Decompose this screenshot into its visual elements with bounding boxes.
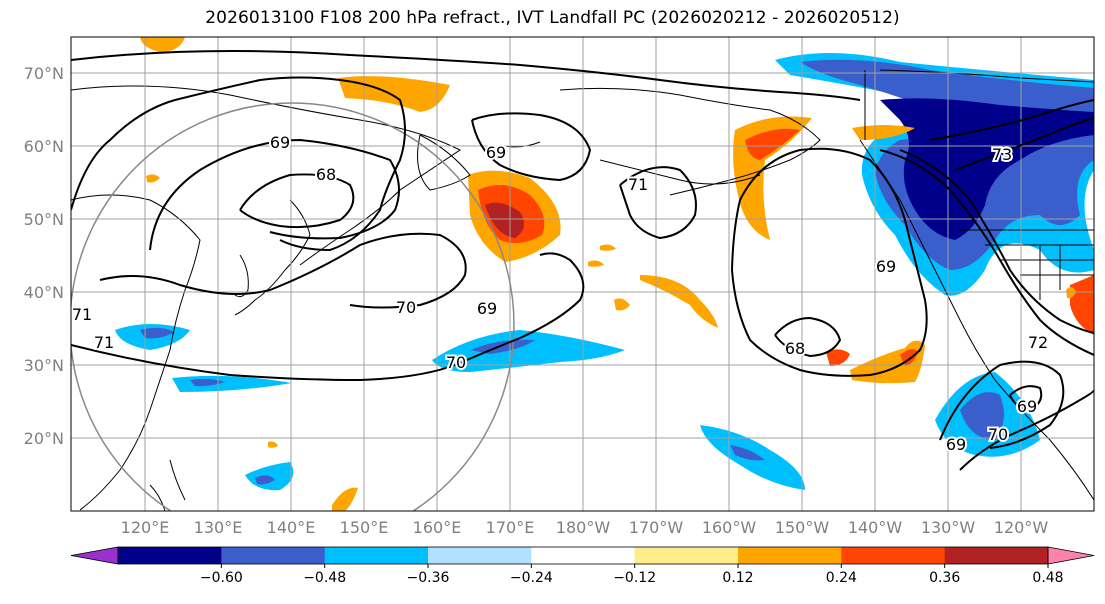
colorbar-tick-label: 0.48 bbox=[1032, 570, 1063, 586]
latitude-labels: 70°N 60°N 50°N 40°N 30°N 20°N bbox=[24, 64, 64, 448]
colorbar-tick-label: −0.48 bbox=[303, 570, 346, 586]
colorbar: −0.60 −0.48 −0.36 −0.24 −0.12 0.12 0.24 0.36 0.4… bbox=[70, 546, 1095, 586]
contour-label: 73 bbox=[992, 145, 1012, 164]
map-title: 2026013100 F108 200 hPa refract., IVT La… bbox=[205, 8, 900, 28]
contour-label: 69 bbox=[477, 299, 497, 318]
contour-layer bbox=[71, 50, 1094, 471]
lat-label: 30°N bbox=[24, 356, 64, 375]
contour-label: 69 bbox=[486, 143, 506, 162]
colorbar-tick-label: 0.36 bbox=[929, 570, 960, 586]
lon-label: 180°W bbox=[556, 518, 611, 537]
colorbar-ticks: −0.60 −0.48 −0.36 −0.24 −0.12 0.12 0.24 0.36 0.4… bbox=[200, 564, 1064, 586]
coast-korea bbox=[234, 254, 249, 298]
contour-label: 69 bbox=[876, 257, 896, 276]
colorbar-tick-label: −0.36 bbox=[407, 570, 450, 586]
contour-label: 70 bbox=[396, 298, 416, 317]
contour-label: 70 bbox=[446, 353, 466, 372]
graticule bbox=[71, 37, 1094, 511]
contour-70-tropical bbox=[959, 389, 1094, 471]
coast-north-america bbox=[859, 139, 1094, 501]
contour-label: 69 bbox=[1017, 397, 1037, 416]
colorbar-cells bbox=[70, 546, 1095, 565]
contour-70-long bbox=[71, 252, 585, 382]
colorbar-extend-low bbox=[70, 546, 119, 565]
contour-label: 71 bbox=[628, 175, 648, 194]
contour-69-circle bbox=[149, 138, 400, 251]
contour-label: 69 bbox=[946, 435, 966, 454]
lon-label: 170°E bbox=[486, 518, 535, 537]
lat-label: 70°N bbox=[24, 64, 64, 83]
coast-japan bbox=[234, 199, 311, 316]
contour-label: 72 bbox=[1028, 333, 1048, 352]
navy-core-north-america bbox=[880, 98, 1094, 240]
lon-label: 170°W bbox=[629, 518, 684, 537]
lon-label: 140°E bbox=[267, 518, 316, 537]
contour-label: 71 bbox=[72, 305, 92, 324]
colorbar-cell bbox=[118, 547, 222, 564]
colorbar-cell bbox=[221, 547, 326, 564]
lon-label: 150°W bbox=[775, 518, 830, 537]
lon-label: 150°E bbox=[340, 518, 389, 537]
contour-69-east bbox=[730, 147, 928, 377]
colorbar-extend-high bbox=[1047, 546, 1095, 565]
contour-68-east bbox=[774, 316, 842, 358]
contour-71 bbox=[71, 50, 861, 101]
lat-label: 40°N bbox=[24, 283, 64, 302]
lon-label: 140°W bbox=[848, 518, 903, 537]
colorbar-tick-label: 0.24 bbox=[826, 570, 857, 586]
coast-alaska bbox=[559, 87, 821, 196]
lat-label: 20°N bbox=[24, 429, 64, 448]
colorbar-cell bbox=[531, 547, 636, 564]
colorbar-cell bbox=[428, 547, 532, 564]
lon-label: 160°E bbox=[413, 518, 462, 537]
colorbar-cell bbox=[841, 547, 946, 564]
coast-asia bbox=[71, 194, 201, 511]
colorbar-tick-label: 0.12 bbox=[722, 570, 753, 586]
orange-streak-central-pacific bbox=[640, 275, 718, 328]
contour-label: 69 bbox=[270, 133, 290, 152]
lon-label: 120°W bbox=[994, 518, 1049, 537]
map-border bbox=[70, 36, 1095, 512]
colorbar-tick-label: −0.60 bbox=[200, 570, 243, 586]
lon-label: 160°W bbox=[702, 518, 757, 537]
contour-label-layer: 69 68 70 69 70 71 71 69 71 69 68 69 73 7… bbox=[71, 131, 1050, 456]
darkred-core-bering-sea bbox=[485, 202, 524, 238]
colorbar-frame bbox=[117, 546, 1049, 565]
coast-kamchatka bbox=[417, 134, 471, 191]
contour-70-west bbox=[99, 232, 467, 309]
orange-blob-california bbox=[1070, 275, 1094, 335]
orange-blob-south bbox=[332, 487, 358, 511]
contour-72-73 bbox=[879, 149, 1094, 356]
lon-label: 130°E bbox=[194, 518, 243, 537]
contour-69-tropical bbox=[939, 360, 1065, 449]
contour-label: 70 bbox=[988, 425, 1008, 444]
lon-label: 130°W bbox=[921, 518, 976, 537]
orange-blob-top bbox=[140, 37, 185, 52]
orange-blob-north-america bbox=[852, 125, 915, 140]
contour-label: 68 bbox=[785, 339, 805, 358]
lat-label: 50°N bbox=[24, 210, 64, 229]
colorbar-cell bbox=[324, 547, 429, 564]
colorbar-tick-label: −0.12 bbox=[613, 570, 656, 586]
contour-label: 71 bbox=[94, 333, 114, 352]
landfall-circle bbox=[71, 102, 515, 511]
colorbar-cell bbox=[944, 547, 1049, 564]
colorbar-tick-label: −0.24 bbox=[510, 570, 553, 586]
longitude-labels: 120°E 130°E 140°E 150°E 160°E 170°E 180°… bbox=[121, 518, 1049, 537]
contour-71-center bbox=[619, 166, 697, 240]
colorbar-cell bbox=[634, 547, 739, 564]
contour-69-pacific bbox=[471, 112, 592, 182]
contour-label: 68 bbox=[316, 165, 336, 184]
contour-68 bbox=[239, 173, 355, 229]
colorbar-cell bbox=[738, 547, 842, 564]
coastline-layer bbox=[71, 69, 1094, 511]
lat-label: 60°N bbox=[24, 137, 64, 156]
blue-streak-central-pacific bbox=[432, 330, 625, 372]
lon-label: 120°E bbox=[121, 518, 170, 537]
